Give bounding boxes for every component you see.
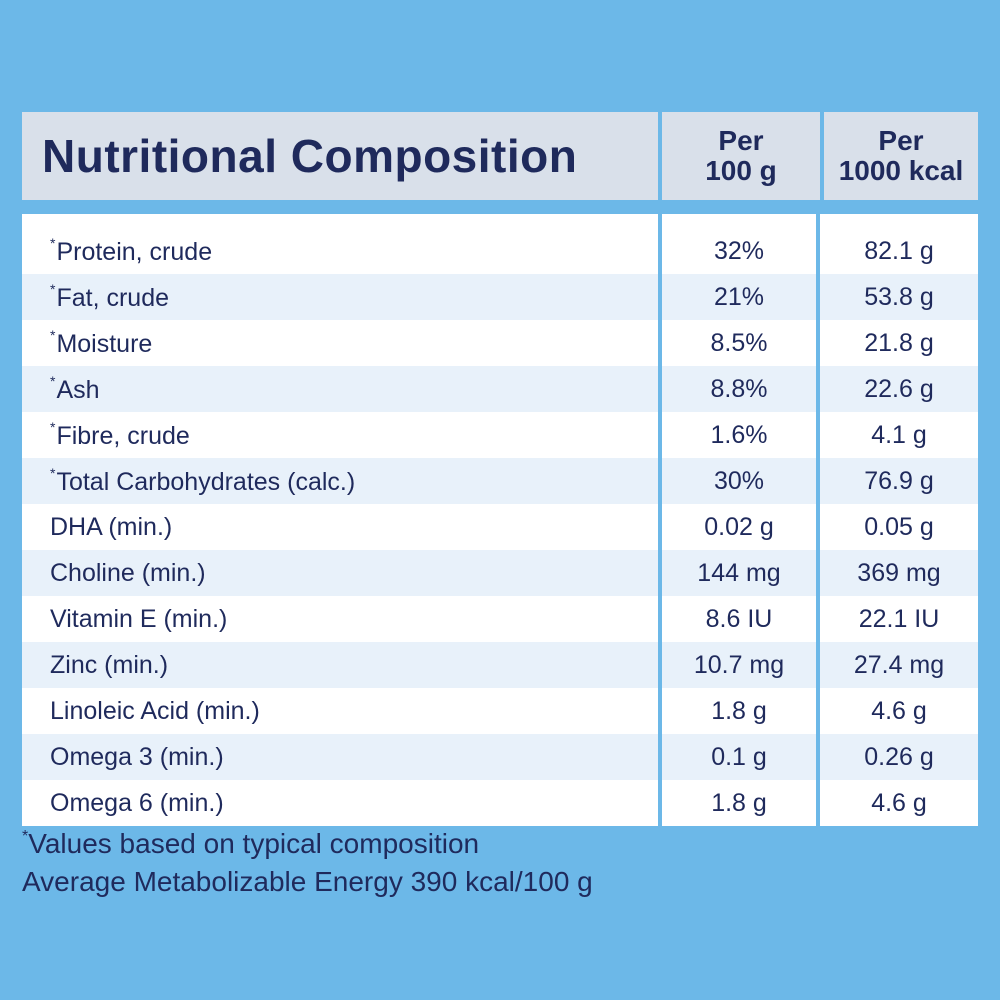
table-row: *Ash 8.8% 22.6 g [22,366,978,412]
row-value-per-1000kcal: 76.9 g [864,466,934,495]
row-asterisk: * [50,281,56,297]
row-asterisk: * [50,465,56,481]
row-value-per-100g: 8.5% [710,328,768,357]
table-row: Vitamin E (min.) 8.6 IU 22.1 IU [22,596,978,642]
table-row: Omega 6 (min.) 1.8 g 4.6 g [22,780,978,826]
row-label-text: Choline (min.) [50,558,206,587]
table-row: DHA (min.) 0.02 g 0.05 g [22,504,978,550]
row-asterisk: * [50,327,56,343]
table-body: *Protein, crude 32% 82.1 g *Fat, crude 21% 53… [22,200,978,826]
column-header-per-100g-line1: Per [718,125,764,156]
column-header-per-100g-line2: 100 g [705,155,777,186]
row-value-per-100g: 8.6 IU [705,604,773,633]
row-value-per-1000kcal: 0.26 g [864,742,934,771]
row-label-text: Moisture [56,330,153,358]
row-value-per-1000kcal: 82.1 g [864,236,934,265]
row-label: Omega 6 (min.) [22,789,658,818]
row-value-per-1000kcal: 22.6 g [864,374,934,403]
row-value-per-1000kcal: 22.1 IU [858,604,940,633]
row-value-per-1000kcal: 4.6 g [871,696,927,725]
row-value-per-1000kcal: 4.6 g [871,788,927,817]
row-label: *Ash [22,373,658,405]
row-value-per-100g: 21% [713,282,765,311]
row-value-per-100g: 8.8% [710,374,768,403]
row-label: Choline (min.) [22,559,658,588]
row-value-per-1000kcal: 21.8 g [864,328,934,357]
table-row: Omega 3 (min.) 0.1 g 0.26 g [22,734,978,780]
footnote-line1-text: Values based on typical composition [28,828,480,859]
row-label: *Moisture [22,327,658,359]
footnote-line2: Average Metabolizable Energy 390 kcal/10… [22,866,593,897]
row-value-per-1000kcal: 53.8 g [864,282,934,311]
header-gap [22,200,978,214]
row-value-per-1000kcal: 4.1 g [871,420,927,449]
row-label: *Total Carbohydrates (calc.) [22,465,658,497]
row-label: *Protein, crude [22,235,658,267]
row-value-per-100g: 0.02 g [704,512,774,541]
row-value-per-1000kcal: 369 mg [857,558,941,587]
row-asterisk: * [50,373,56,389]
table-title: Nutritional Composition [22,112,658,200]
footnote: *Values based on typical composition Ave… [22,818,593,901]
table-header: Nutritional Composition Per 100 g Per 10… [22,112,978,200]
row-value-per-100g: 30% [713,466,765,495]
table-row: *Protein, crude 32% 82.1 g [22,228,978,274]
table-row: Zinc (min.) 10.7 mg 27.4 mg [22,642,978,688]
row-label: Omega 3 (min.) [22,743,658,772]
row-label-text: Fat, crude [56,284,170,312]
row-value-per-100g: 32% [713,236,765,265]
column-header-per-1000kcal: Per 1000 kcal [824,112,978,200]
row-asterisk: * [50,235,56,251]
column-divider-2 [816,200,820,826]
table-row: *Fat, crude 21% 53.8 g [22,274,978,320]
row-label-text: Fibre, crude [56,422,190,450]
row-label: Linoleic Acid (min.) [22,697,658,726]
row-value-per-100g: 1.6% [710,420,768,449]
table-rows: *Protein, crude 32% 82.1 g *Fat, crude 21% 53… [22,228,978,826]
table-body-top-padding [22,214,978,228]
row-label: Vitamin E (min.) [22,605,658,634]
nutrition-table: Nutritional Composition Per 100 g Per 10… [22,112,978,826]
table-row: *Fibre, crude 1.6% 4.1 g [22,412,978,458]
row-value-per-100g: 1.8 g [711,696,767,725]
row-label: Zinc (min.) [22,651,658,680]
row-label-text: Vitamin E (min.) [50,604,228,633]
row-value-per-100g: 144 mg [697,558,781,587]
column-divider-1 [658,200,662,826]
row-label-text: Protein, crude [56,238,213,266]
footnote-asterisk: * [22,828,29,845]
row-label: *Fat, crude [22,281,658,313]
table-row: *Moisture 8.5% 21.8 g [22,320,978,366]
row-label-text: Linoleic Acid (min.) [50,696,260,725]
column-header-per-1000kcal-line1: Per [878,125,924,156]
row-value-per-1000kcal: 0.05 g [864,512,934,541]
row-label-text: Ash [56,376,100,404]
row-label-text: Omega 3 (min.) [50,742,224,771]
footnote-line1: *Values based on typical composition [22,818,593,863]
row-value-per-100g: 10.7 mg [693,650,785,679]
table-row: Choline (min.) 144 mg 369 mg [22,550,978,596]
column-header-per-1000kcal-line2: 1000 kcal [838,155,964,186]
row-label: *Fibre, crude [22,419,658,451]
row-label-text: Zinc (min.) [50,650,169,679]
row-asterisk: * [50,419,56,435]
table-row: *Total Carbohydrates (calc.) 30% 76.9 g [22,458,978,504]
column-header-per-100g: Per 100 g [662,112,820,200]
row-value-per-100g: 1.8 g [711,788,767,817]
row-label-text: Omega 6 (min.) [50,788,224,817]
row-label: DHA (min.) [22,513,658,542]
row-value-per-1000kcal: 27.4 mg [853,650,945,679]
row-label-text: Total Carbohydrates (calc.) [56,468,356,496]
row-value-per-100g: 0.1 g [711,742,767,771]
row-label-text: DHA (min.) [50,512,173,541]
table-row: Linoleic Acid (min.) 1.8 g 4.6 g [22,688,978,734]
